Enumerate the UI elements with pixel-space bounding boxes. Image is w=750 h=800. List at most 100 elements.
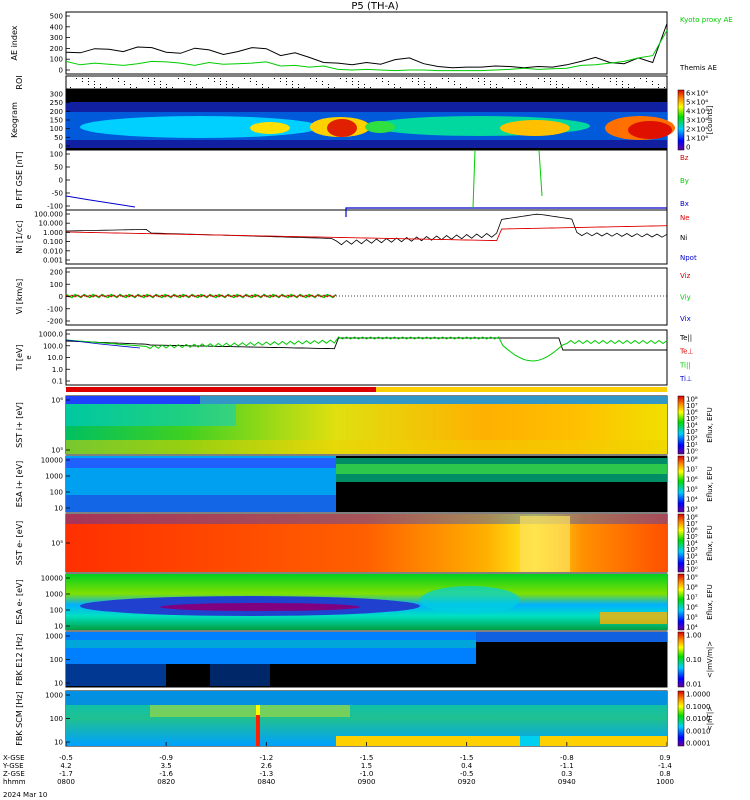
panel-frame-velocity xyxy=(65,267,668,326)
colorbar-tick-esa_i: 10³ xyxy=(686,506,698,514)
temperature-panel xyxy=(65,336,668,362)
ytick-velocity: -200 xyxy=(47,318,63,326)
colorbar-tick-esa_e: 10⁹ xyxy=(686,574,698,582)
colorbar-tick-sst_e: 10¹ xyxy=(686,559,698,567)
xaxis-rowlabel: Z-GSE xyxy=(3,770,25,778)
colorbar-label-fbk_e: <|mV/m|> xyxy=(706,641,714,678)
ytick-esa_e: 100 xyxy=(50,607,63,615)
ytick-esa_i: 100 xyxy=(50,489,63,497)
colorbar-tick-sst_i: 10³ xyxy=(686,428,698,436)
legend-density: Ne xyxy=(680,214,690,222)
xaxis-rowlabel: Y-GSE xyxy=(2,762,24,770)
xaxis-tick-x: 0.9 xyxy=(659,754,670,762)
esa-ion-panel xyxy=(66,456,667,512)
ytick-ae: 0 xyxy=(59,67,63,75)
ytick-fbk_e: 10 xyxy=(54,680,63,688)
colorbar-label-esa_i: Eflux, EFU xyxy=(706,466,714,501)
colorbar-label-keogram: [counts] xyxy=(706,105,714,134)
ytick-fbk_b: 10 xyxy=(54,739,63,747)
colorbar-tick-keogram: 2×10⁴ xyxy=(686,126,708,134)
ytick-temperature: 10.0 xyxy=(47,354,63,362)
ytick-bfield: 0 xyxy=(59,177,63,185)
colorbar-tick-esa_e: 10⁶ xyxy=(686,604,698,612)
ylabel-density: Ni [1/cc] xyxy=(15,220,24,254)
colorbar-tick-esa_e: 10⁸ xyxy=(686,584,698,592)
xaxis-tick-t: 0820 xyxy=(157,778,175,786)
colorbar-tick-fbk_b: 1.0000 xyxy=(686,691,711,699)
legend-temperature: Ti⊥ xyxy=(679,375,692,383)
legend-ae: Kyoto proxy AE xyxy=(680,16,733,24)
ytick-bfield: -100 xyxy=(47,203,63,211)
colorbar-tick-sst_e: 10³ xyxy=(686,546,698,554)
colorbar-tick-esa_i: 10⁶ xyxy=(686,476,698,484)
ytick-keogram: 0 xyxy=(59,143,63,151)
colorbar-tick-fbk_b: 0.1000 xyxy=(686,703,711,711)
colorbar-tick-fbk_e: 1.00 xyxy=(686,632,702,640)
ytick-esa_i: 10000 xyxy=(41,457,63,465)
xaxis-tick-t: 0900 xyxy=(358,778,376,786)
colorbar-tick-keogram: 3×10⁴ xyxy=(686,117,708,125)
xaxis-tick-x: -1.5 xyxy=(360,754,374,762)
esa-electron-panel xyxy=(66,574,667,630)
colorbar-tick-sst_e: 10⁴ xyxy=(686,540,698,548)
ytick-ae: 300 xyxy=(50,34,63,42)
xaxis-tick-y: -1.4 xyxy=(658,762,672,770)
xaxis-tick-x: -0.9 xyxy=(159,754,173,762)
ytick-esa_i: 1000 xyxy=(45,473,63,481)
ylabel-esa_e: ESA e- [eV] xyxy=(15,579,24,624)
xaxis-tick-t: 1000 xyxy=(656,778,674,786)
colorbar-tick-sst_e: 10⁷ xyxy=(686,520,698,528)
ytick-density: 100.000 xyxy=(34,211,63,219)
colorbar-tick-esa_i: 10⁷ xyxy=(686,466,698,474)
ytick-velocity: 200 xyxy=(50,269,63,277)
xaxis-tick-x: -1.2 xyxy=(259,754,273,762)
colorbar-tick-fbk_b: 0.0010 xyxy=(686,727,711,735)
ytick-sst_i: 10⁶ xyxy=(51,397,63,405)
ytick-density: 0.100 xyxy=(43,238,63,246)
ytick-bfield: 50 xyxy=(54,164,63,172)
ytick-esa_e: 1000 xyxy=(45,591,63,599)
colorbar-tick-keogram: 6×10⁴ xyxy=(686,90,708,98)
ytick-esa_e: 10000 xyxy=(41,575,63,583)
ytick-ae: 400 xyxy=(50,23,63,31)
panel-frame-density xyxy=(65,209,668,265)
colorbar-tick-fbk_b: 0.0001 xyxy=(686,740,711,748)
xaxis-rowlabel: X-GSE xyxy=(3,754,25,762)
ytick-sst_e: 10⁵ xyxy=(51,540,63,548)
ytick-keogram: 300 xyxy=(50,91,63,99)
legend-ae: Themis AE xyxy=(679,64,717,72)
ytick-keogram: 250 xyxy=(50,99,63,107)
colorbar-sst_e xyxy=(677,513,685,573)
panel-frame-roi xyxy=(65,75,668,90)
colorbar-label-esa_e: Eflux, EFU xyxy=(706,584,714,619)
colorbar-tick-fbk_b: 0.0100 xyxy=(686,715,711,723)
ysublabel-density: e xyxy=(25,235,33,239)
panel-frame-ae xyxy=(65,11,668,75)
colorbar-tick-esa_e: 10⁷ xyxy=(686,594,698,602)
colorbar-esa_i xyxy=(677,455,685,513)
xaxis-rowlabel: hhmm xyxy=(3,778,26,786)
ytick-esa_e: 10 xyxy=(54,623,63,631)
colorbar-tick-sst_i: 10⁰ xyxy=(686,448,698,456)
ytick-velocity: 0 xyxy=(59,293,63,301)
colorbar-tick-sst_e: 10⁵ xyxy=(686,533,698,541)
date-label: 2024 Mar 10 xyxy=(3,791,47,799)
fbk-e-panel xyxy=(66,632,667,687)
colorbar-tick-sst_e: 10⁸ xyxy=(686,514,698,522)
colorbar-tick-sst_i: 10⁴ xyxy=(686,422,698,430)
ytick-sst_i: 10⁵ xyxy=(51,447,63,455)
xaxis-tick-z: 0.8 xyxy=(659,770,670,778)
colorbar-tick-sst_i: 10² xyxy=(686,435,698,443)
colorbar-tick-fbk_e: 0.01 xyxy=(686,681,702,689)
legend-velocity: Viy xyxy=(680,294,691,302)
ylabel-esa_i: ESA i+ [eV] xyxy=(15,461,24,507)
ysublabel-temperature: e xyxy=(25,355,33,359)
legend-bfield: Bz xyxy=(680,154,689,162)
panel-frame-bfield xyxy=(65,149,668,211)
ytick-bfield: 100 xyxy=(50,151,63,159)
legend-velocity: Vix xyxy=(680,315,691,323)
xaxis-tick-y: 0.4 xyxy=(461,762,473,770)
colorbar-tick-keogram: 0 xyxy=(686,144,690,152)
ytick-fbk_b: 1000 xyxy=(45,692,63,700)
